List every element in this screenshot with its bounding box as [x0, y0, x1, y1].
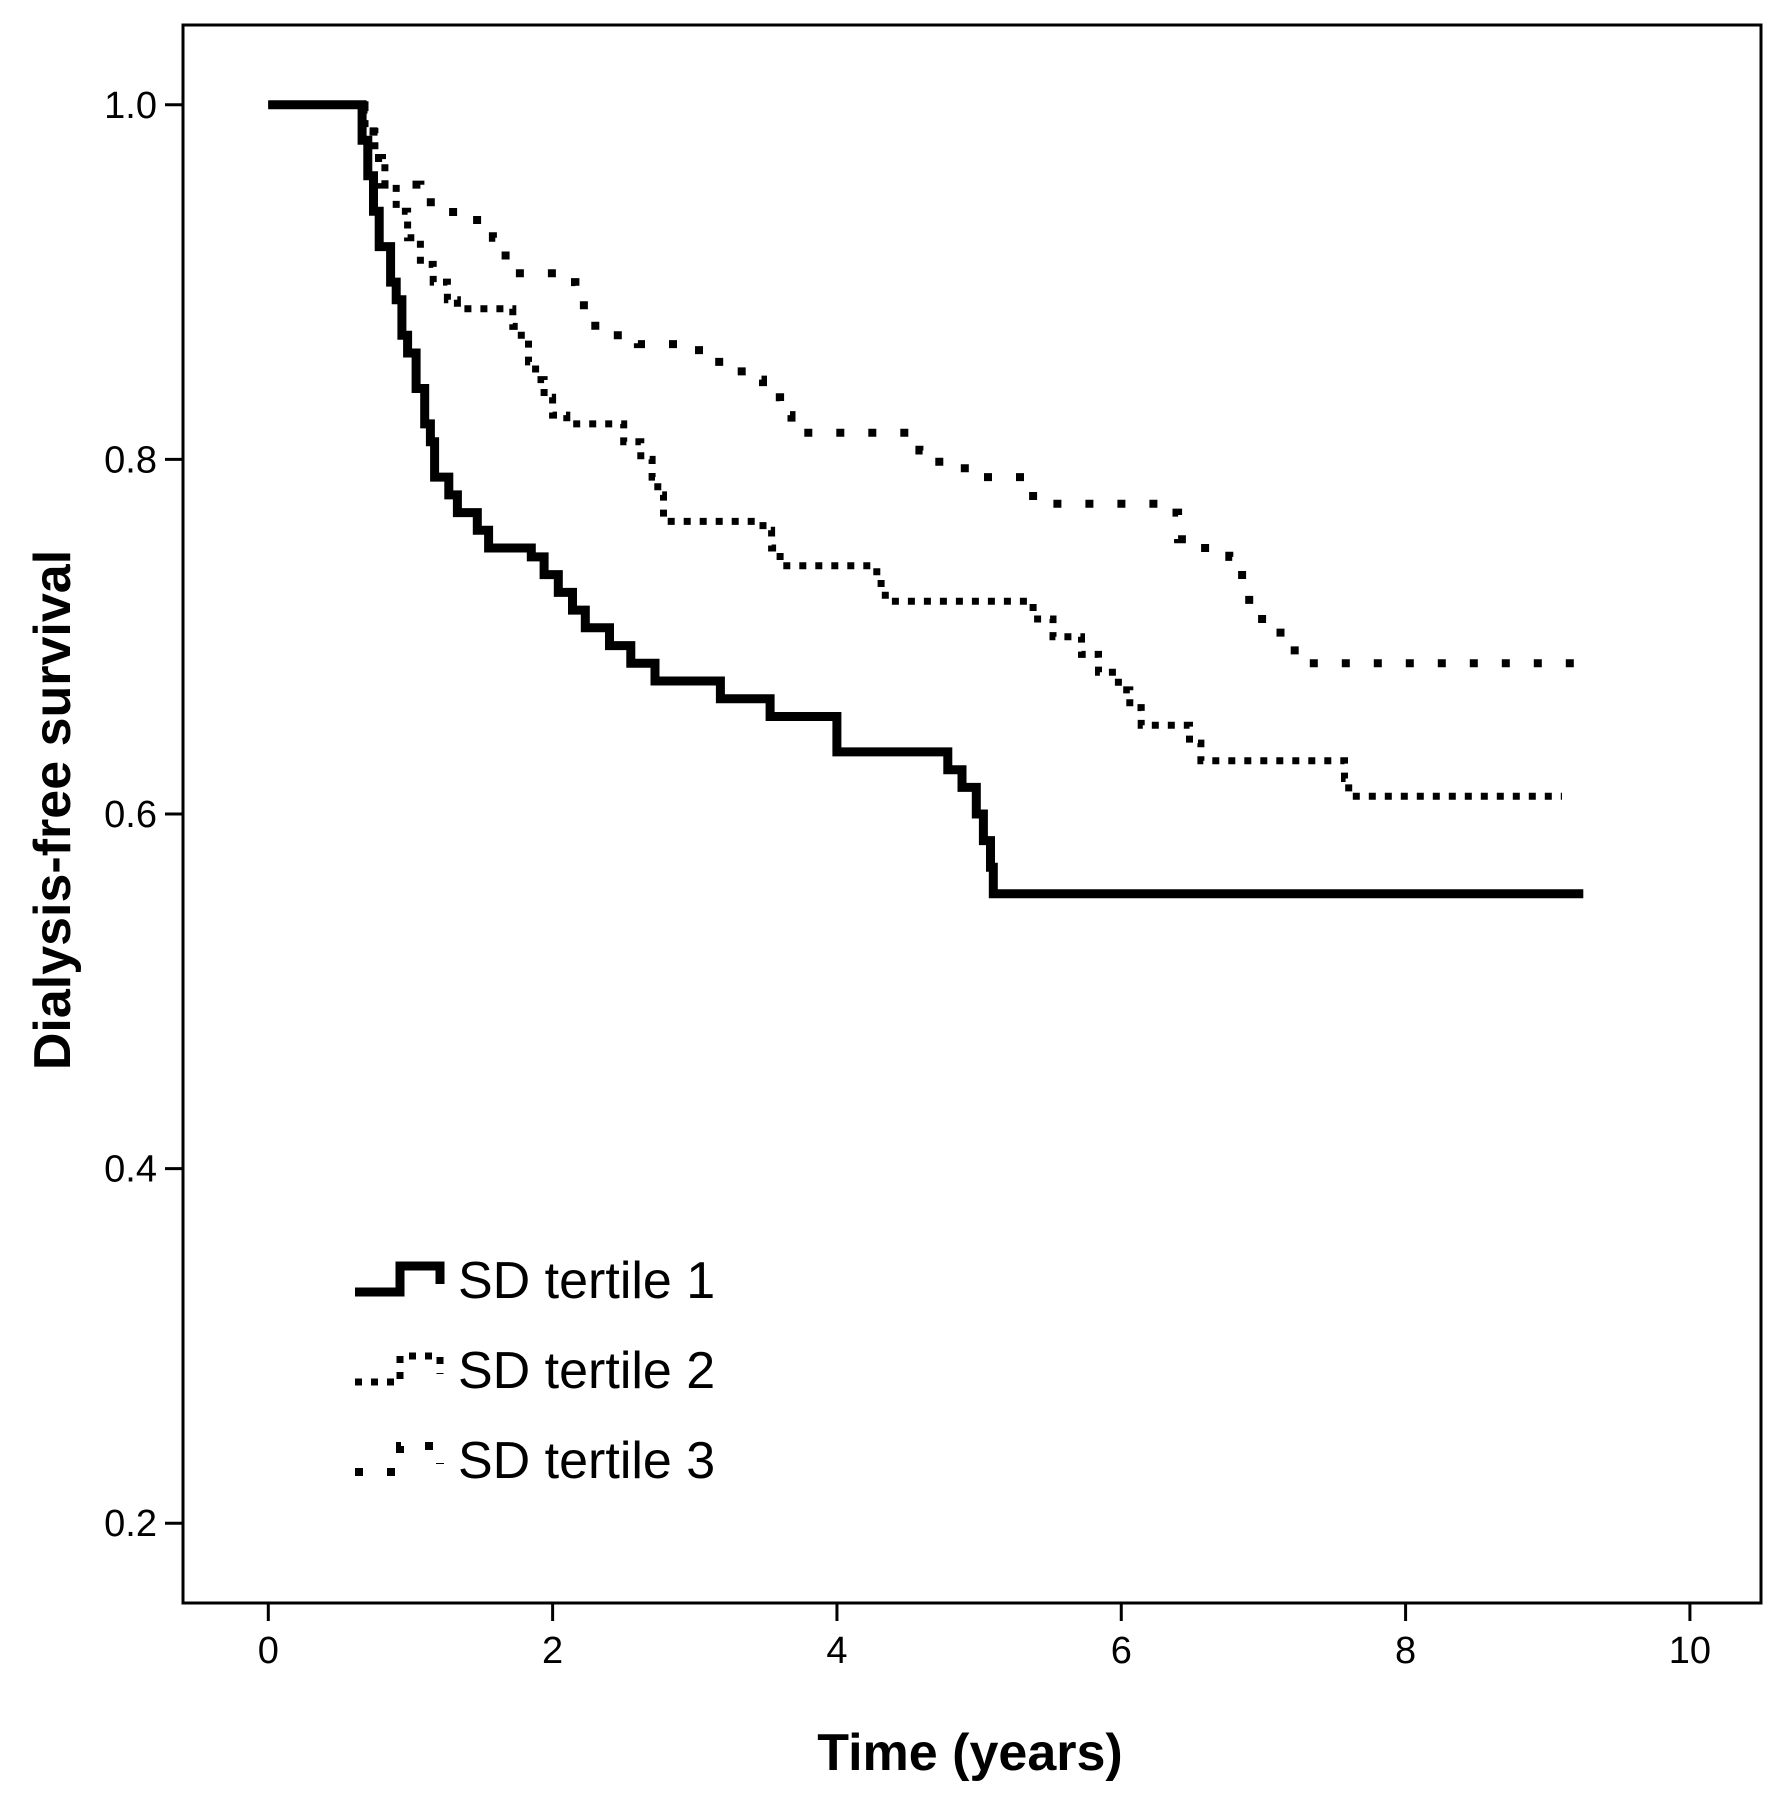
legend-label-tertile-3: SD tertile 3: [458, 1432, 715, 1490]
x-tick-label: 6: [1111, 1630, 1132, 1672]
y-axis-title: Dialysis-free survival: [24, 550, 82, 1070]
series-layer: [268, 100, 1584, 899]
legend-swatch-tertile-1: [355, 1261, 445, 1297]
ticks-layer: 0 2 4 6 8 10 0.2 0.4 0.6 0.8 1.0: [104, 85, 1711, 1672]
x-tick-label: 4: [826, 1630, 847, 1672]
legend-swatch-tertile-3: [355, 1442, 444, 1476]
survival-curve-tertile-1: [268, 100, 1584, 899]
y-tick-label: 1.0: [104, 85, 157, 127]
y-tick-label: 0.4: [104, 1149, 157, 1191]
y-axis-title-group: Dialysis-free survival: [24, 550, 82, 1070]
legend-swatch-tertile-2: [355, 1352, 444, 1386]
survival-curve-tertile-2: [268, 101, 1562, 800]
y-tick-label: 0.2: [104, 1503, 157, 1545]
legend-label-tertile-1: SD tertile 1: [458, 1252, 715, 1310]
x-axis-title: Time (years): [817, 1724, 1122, 1782]
x-tick-label: 0: [258, 1630, 279, 1672]
x-tick-label: 2: [542, 1630, 563, 1672]
x-tick-label: 8: [1395, 1630, 1416, 1672]
y-tick-label: 0.8: [104, 439, 157, 481]
plot-frame: [181, 23, 1763, 1605]
legend: SD tertile 1 SD tertile 2 SD tertile 3: [355, 1252, 715, 1490]
survival-curve-tertile-3: [268, 100, 1584, 668]
y-tick-label: 0.6: [104, 794, 157, 836]
legend-label-tertile-2: SD tertile 2: [458, 1342, 715, 1400]
x-tick-label: 10: [1669, 1630, 1711, 1672]
